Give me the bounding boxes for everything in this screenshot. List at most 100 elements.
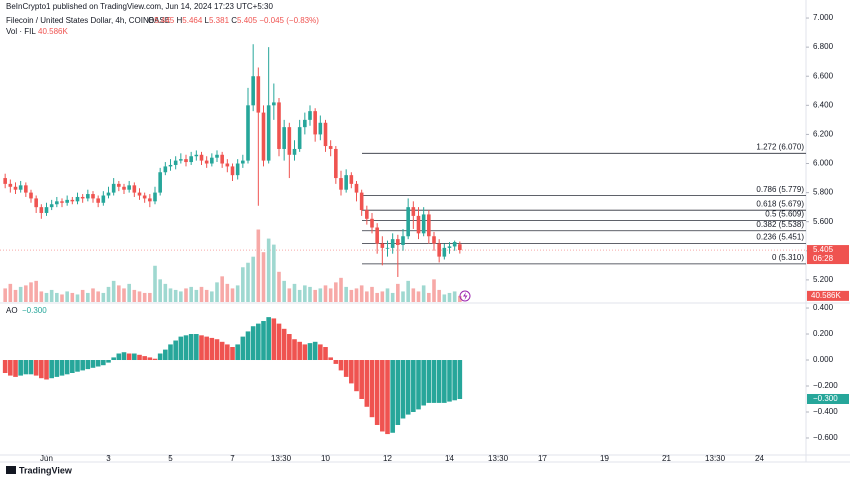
- volume-bar: [117, 285, 121, 302]
- ao-bar: [106, 360, 111, 363]
- volume-bar: [272, 244, 276, 302]
- x-tick-label: 13:30: [488, 454, 509, 463]
- ao-bar: [85, 360, 91, 370]
- volume-bar: [261, 252, 266, 302]
- candle-body: [148, 198, 152, 202]
- candle-body: [101, 195, 106, 203]
- symbol: Filecoin / United States Dollar, 4h, COI…: [6, 16, 170, 25]
- volume-bar: [65, 291, 69, 302]
- y-tick-label: 6.600: [813, 71, 834, 80]
- y-tick-label: 6.200: [813, 130, 834, 139]
- x-tick-label: 7: [230, 454, 235, 463]
- candle-body: [277, 102, 281, 149]
- ao-bar: [338, 360, 344, 371]
- candle-body: [55, 201, 59, 205]
- ao-bar: [39, 360, 44, 379]
- ao-bar: [178, 336, 184, 361]
- legend-value: 5.464: [182, 16, 203, 25]
- ao-bar: [70, 360, 75, 374]
- volume-value: 40.586K: [38, 27, 68, 36]
- plot-area: 1.272 (6.070)0.786 (5.779)0.618 (5.679)0…: [0, 44, 806, 435]
- candle-body: [158, 172, 162, 193]
- volume-bar: [44, 292, 49, 302]
- volume-bar: [220, 276, 224, 302]
- volume-bar: [447, 292, 452, 302]
- volume-bar: [49, 289, 54, 302]
- ao-bar: [250, 326, 256, 361]
- ao-bar: [101, 360, 106, 366]
- candle-body: [458, 244, 462, 251]
- last-price-box: [807, 245, 849, 265]
- candle-body: [29, 192, 33, 199]
- ao-bar: [2, 360, 8, 374]
- ao-bar: [28, 360, 34, 375]
- volume-bar: [179, 291, 183, 302]
- ao-bar: [380, 360, 385, 432]
- ao-bar: [426, 360, 432, 403]
- candle-body: [452, 242, 457, 247]
- volume-bar: [29, 282, 33, 302]
- ao-bar: [452, 360, 457, 401]
- volume-bar: [204, 289, 209, 302]
- candle-body: [380, 243, 385, 248]
- candle-body: [117, 183, 121, 187]
- ao-bar: [307, 343, 313, 361]
- ao-bar: [214, 339, 220, 361]
- legend-value: 5.381: [209, 16, 230, 25]
- volume-bar: [365, 291, 369, 302]
- event-icon[interactable]: [459, 290, 471, 302]
- ao-bar: [126, 353, 132, 361]
- candle-body: [168, 164, 173, 167]
- ao-bar: [411, 360, 416, 412]
- ao-bar: [137, 354, 142, 361]
- y-tick-label: −0.600: [813, 433, 838, 442]
- ao-bar: [405, 360, 411, 415]
- ao-bar: [199, 335, 204, 361]
- ao-bar: [235, 344, 240, 361]
- ao-bar: [318, 344, 323, 361]
- ao-bar: [64, 360, 70, 375]
- y-tick-label: 5.800: [813, 188, 834, 197]
- ao-bar: [312, 341, 318, 361]
- volume-bar: [458, 295, 462, 302]
- candle-body: [111, 183, 116, 193]
- volume-bar: [39, 291, 44, 302]
- candle-body: [261, 112, 266, 161]
- volume-bar: [380, 291, 385, 302]
- candle-body: [153, 192, 157, 202]
- volume-bar: [416, 291, 421, 302]
- volume-bar: [437, 289, 441, 302]
- candle-body: [184, 159, 188, 163]
- volume-bar: [210, 291, 214, 302]
- legend-key: H: [177, 16, 183, 25]
- x-tick-label: 24: [755, 454, 764, 463]
- ao-bar: [436, 360, 442, 403]
- y-tick-label: 6.000: [813, 159, 834, 168]
- candle-body: [308, 111, 312, 120]
- candle-body: [421, 214, 426, 234]
- candle-body: [215, 154, 219, 158]
- volume-bar: [55, 292, 59, 302]
- ao-bar: [266, 317, 271, 361]
- candle-body: [75, 196, 80, 202]
- candle-body: [8, 183, 13, 187]
- legend-value: 5.405: [237, 16, 258, 25]
- ao-bar: [292, 339, 297, 361]
- volume-bar: [24, 285, 28, 302]
- volume-bar: [111, 280, 116, 302]
- candle-body: [427, 214, 431, 237]
- logo-mark: [6, 466, 16, 474]
- volume-bar: [297, 289, 302, 302]
- legend-key: O: [148, 16, 154, 25]
- volume-bar: [163, 283, 168, 302]
- y-tick-label: −0.200: [813, 381, 838, 390]
- candle-body: [344, 175, 348, 190]
- ao-bar: [49, 360, 54, 379]
- volume-bar: [303, 285, 307, 302]
- volume-bar: [34, 280, 38, 302]
- volume-bar: [246, 262, 250, 302]
- ao-bar: [80, 360, 85, 371]
- x-tick-label: 19: [600, 454, 609, 463]
- candle-body: [328, 146, 333, 149]
- fib-label: 0.236 (5.451): [756, 232, 804, 241]
